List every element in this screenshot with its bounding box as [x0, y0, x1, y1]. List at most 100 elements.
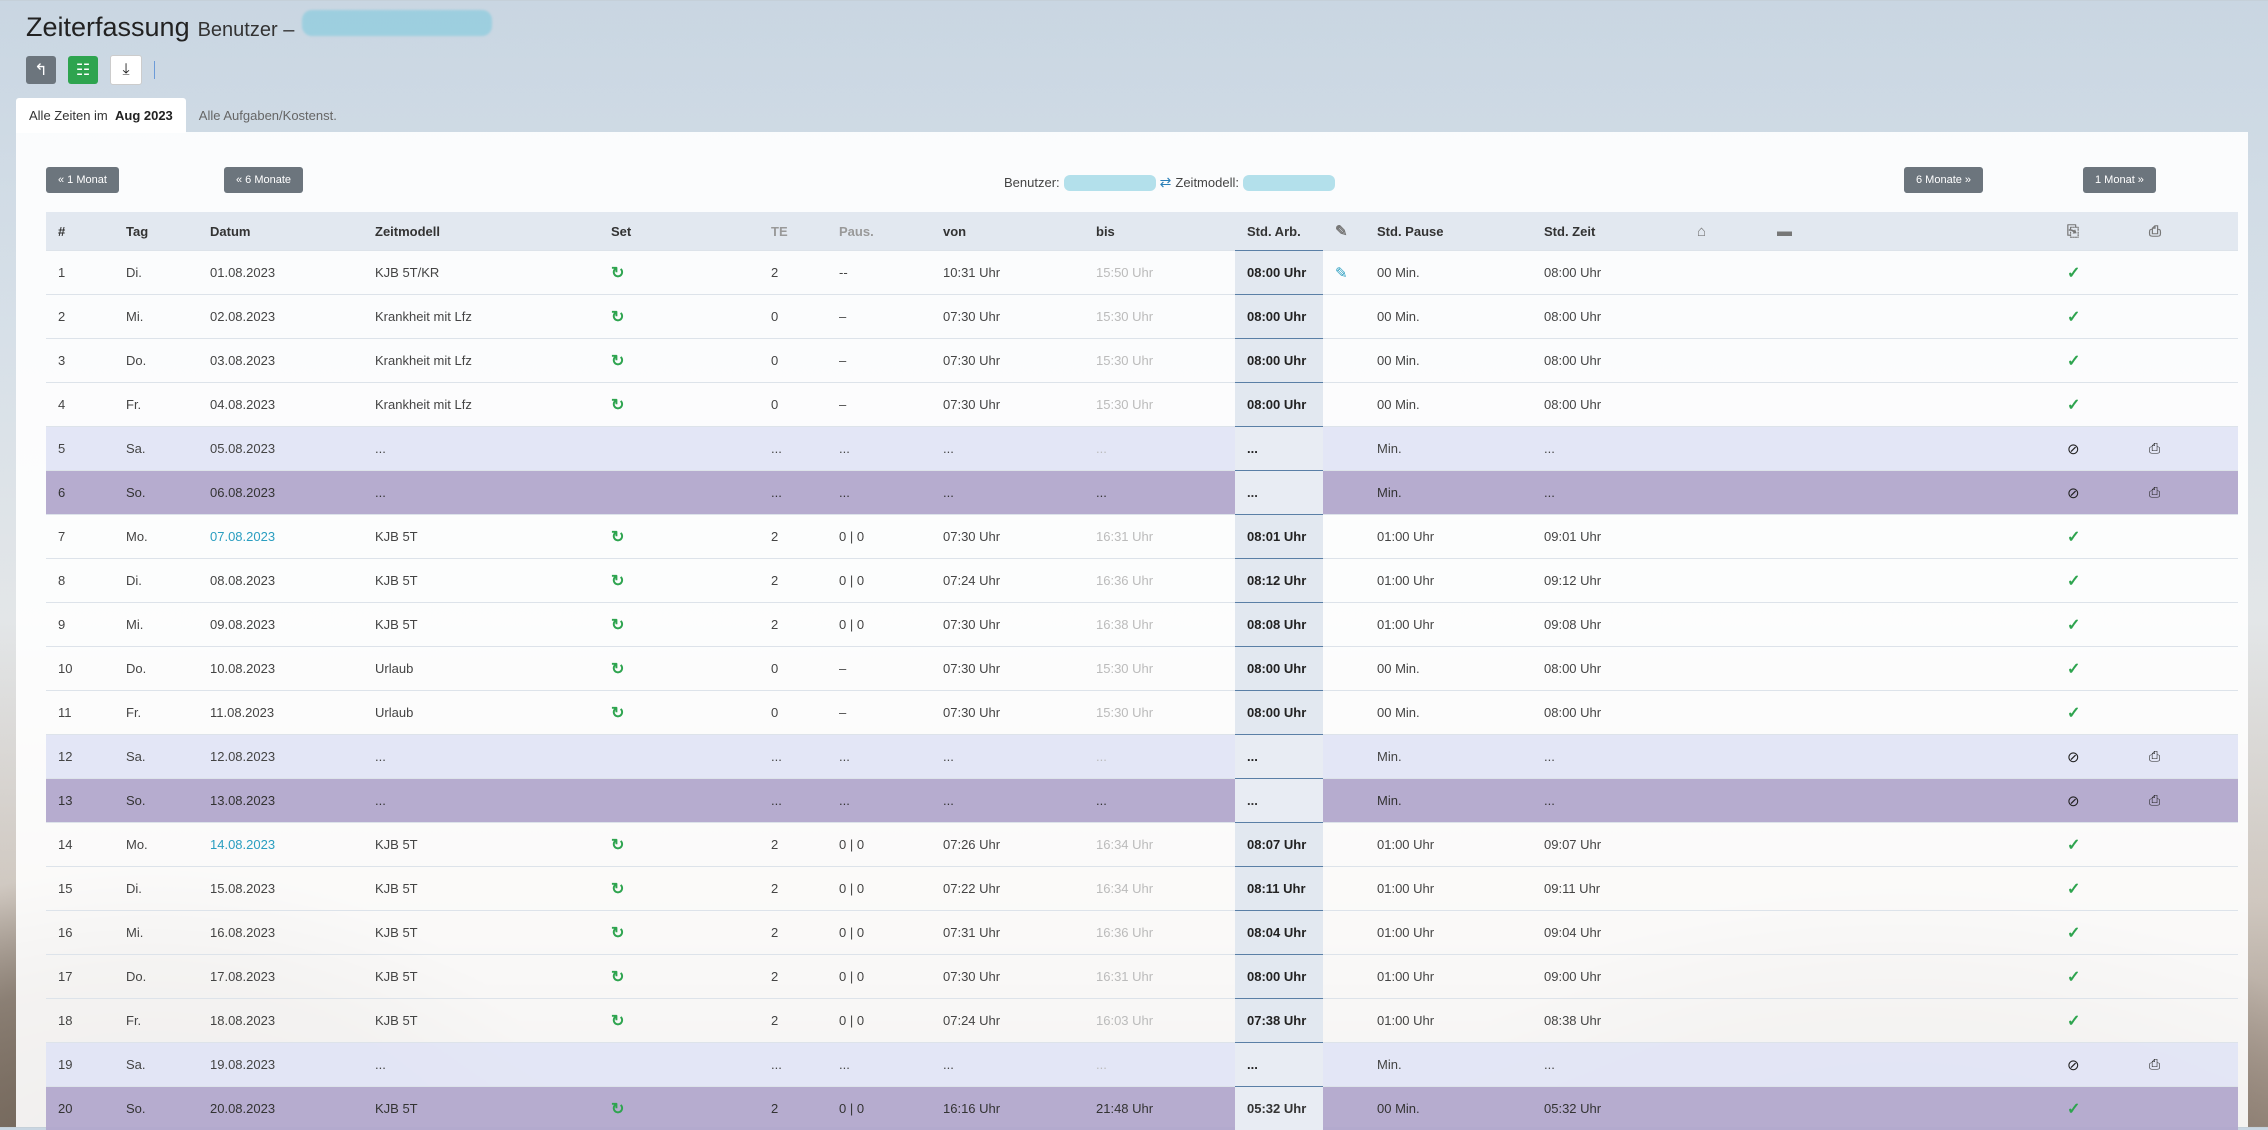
set-clock-icon[interactable]: ↻: [611, 617, 624, 634]
row-home: [1685, 867, 1765, 911]
set-clock-icon[interactable]: ↻: [611, 1013, 624, 1030]
row-te: 2: [759, 1087, 827, 1130]
next-1-month-button[interactable]: 1 Monat »: [2083, 167, 2156, 193]
check-icon: ✓: [2067, 1013, 2080, 1030]
clipboard-icon[interactable]: ⎙: [2149, 484, 2160, 500]
next-6-months-button[interactable]: 6 Monate »: [1904, 167, 1983, 193]
row-to: 15:30 Uhr: [1084, 691, 1235, 735]
row-from: ...: [931, 1043, 1084, 1087]
row-date: 20.08.2023: [198, 1087, 363, 1130]
row-total-hours: ...: [1532, 1043, 1685, 1087]
row-date: 14.08.2023: [198, 823, 363, 867]
set-clock-icon[interactable]: ↻: [611, 705, 624, 722]
prev-6-months-button[interactable]: « 6 Monate: [224, 167, 303, 193]
row-to: ...: [1084, 1043, 1235, 1087]
export-button[interactable]: ☷: [68, 56, 98, 84]
row-work-hours: 08:00 Uhr: [1235, 647, 1323, 691]
set-clock-icon[interactable]: ↻: [611, 837, 624, 854]
check-icon: ✓: [2067, 573, 2080, 590]
row-te: ...: [759, 427, 827, 471]
set-clock-icon[interactable]: ↻: [611, 265, 624, 282]
set-clock-icon[interactable]: ↻: [611, 309, 624, 326]
row-clipboard: [2137, 295, 2238, 339]
set-clock-icon[interactable]: ↻: [611, 573, 624, 590]
col-to: bis: [1084, 212, 1235, 251]
set-clock-icon[interactable]: ↻: [611, 881, 624, 898]
row-pause-hours: 01:00 Uhr: [1365, 515, 1532, 559]
row-time-model: KJB 5T: [363, 999, 599, 1043]
row-day: Do.: [114, 647, 198, 691]
set-clock-icon[interactable]: ↻: [611, 969, 624, 986]
row-pause-count: 0 | 0: [827, 559, 931, 603]
row-time-model: KJB 5T: [363, 1087, 599, 1130]
row-time-model: KJB 5T: [363, 603, 599, 647]
tab-all-tasks[interactable]: Alle Aufgaben/Kostenst.: [186, 98, 350, 133]
row-clipboard: ⎙: [2137, 1043, 2238, 1087]
row-pause-count: ...: [827, 735, 931, 779]
set-clock-icon[interactable]: ↻: [611, 353, 624, 370]
check-icon: ✓: [2067, 837, 2080, 854]
back-button[interactable]: ↰: [26, 56, 56, 84]
row-set: ↻: [599, 383, 759, 427]
row-to: 16:36 Uhr: [1084, 559, 1235, 603]
prev-1-month-button[interactable]: « 1 Monat: [46, 167, 119, 193]
row-total-hours: 08:00 Uhr: [1532, 295, 1685, 339]
row-number: 9: [46, 603, 114, 647]
download-button[interactable]: ⤓: [110, 55, 142, 85]
row-set: ↻: [599, 295, 759, 339]
row-comment: [1765, 515, 2055, 559]
row-day: Fr.: [114, 383, 198, 427]
row-te: 0: [759, 691, 827, 735]
col-pause-hours: Std. Pause: [1365, 212, 1532, 251]
row-number: 13: [46, 779, 114, 823]
row-comment: [1765, 735, 2055, 779]
date-link[interactable]: 14.08.2023: [210, 837, 275, 852]
row-number: 17: [46, 955, 114, 999]
set-clock-icon[interactable]: ↻: [611, 661, 624, 678]
col-number: #: [46, 212, 114, 251]
set-clock-icon[interactable]: ↻: [611, 529, 624, 546]
set-clock-icon[interactable]: ↻: [611, 1101, 624, 1118]
clipboard-icon[interactable]: ⎙: [2149, 792, 2160, 808]
row-te: 2: [759, 603, 827, 647]
set-clock-icon[interactable]: ↻: [611, 397, 624, 414]
clipboard-icon[interactable]: ⎙: [2149, 748, 2160, 764]
row-clipboard: [2137, 955, 2238, 999]
row-from: 07:30 Uhr: [931, 955, 1084, 999]
row-total-hours: 09:01 Uhr: [1532, 515, 1685, 559]
date-link[interactable]: 07.08.2023: [210, 529, 275, 544]
swap-icon[interactable]: ⇄: [1160, 174, 1172, 191]
clipboard-icon[interactable]: ⎙: [2149, 1056, 2160, 1072]
row-comment: [1765, 383, 2055, 427]
set-clock-icon[interactable]: ↻: [611, 925, 624, 942]
tab-bar: Alle Zeiten im Aug 2023 Alle Aufgaben/Ko…: [16, 98, 350, 133]
row-number: 4: [46, 383, 114, 427]
tab-all-times[interactable]: Alle Zeiten im Aug 2023: [16, 98, 186, 133]
edit-pencil-icon[interactable]: ✎: [1335, 265, 1348, 282]
row-total-hours: 09:12 Uhr: [1532, 559, 1685, 603]
row-pause-count: 0 | 0: [827, 999, 931, 1043]
row-set: [599, 735, 759, 779]
clipboard-icon[interactable]: ⎙: [2149, 440, 2160, 456]
row-edit: ✎: [1323, 251, 1365, 295]
